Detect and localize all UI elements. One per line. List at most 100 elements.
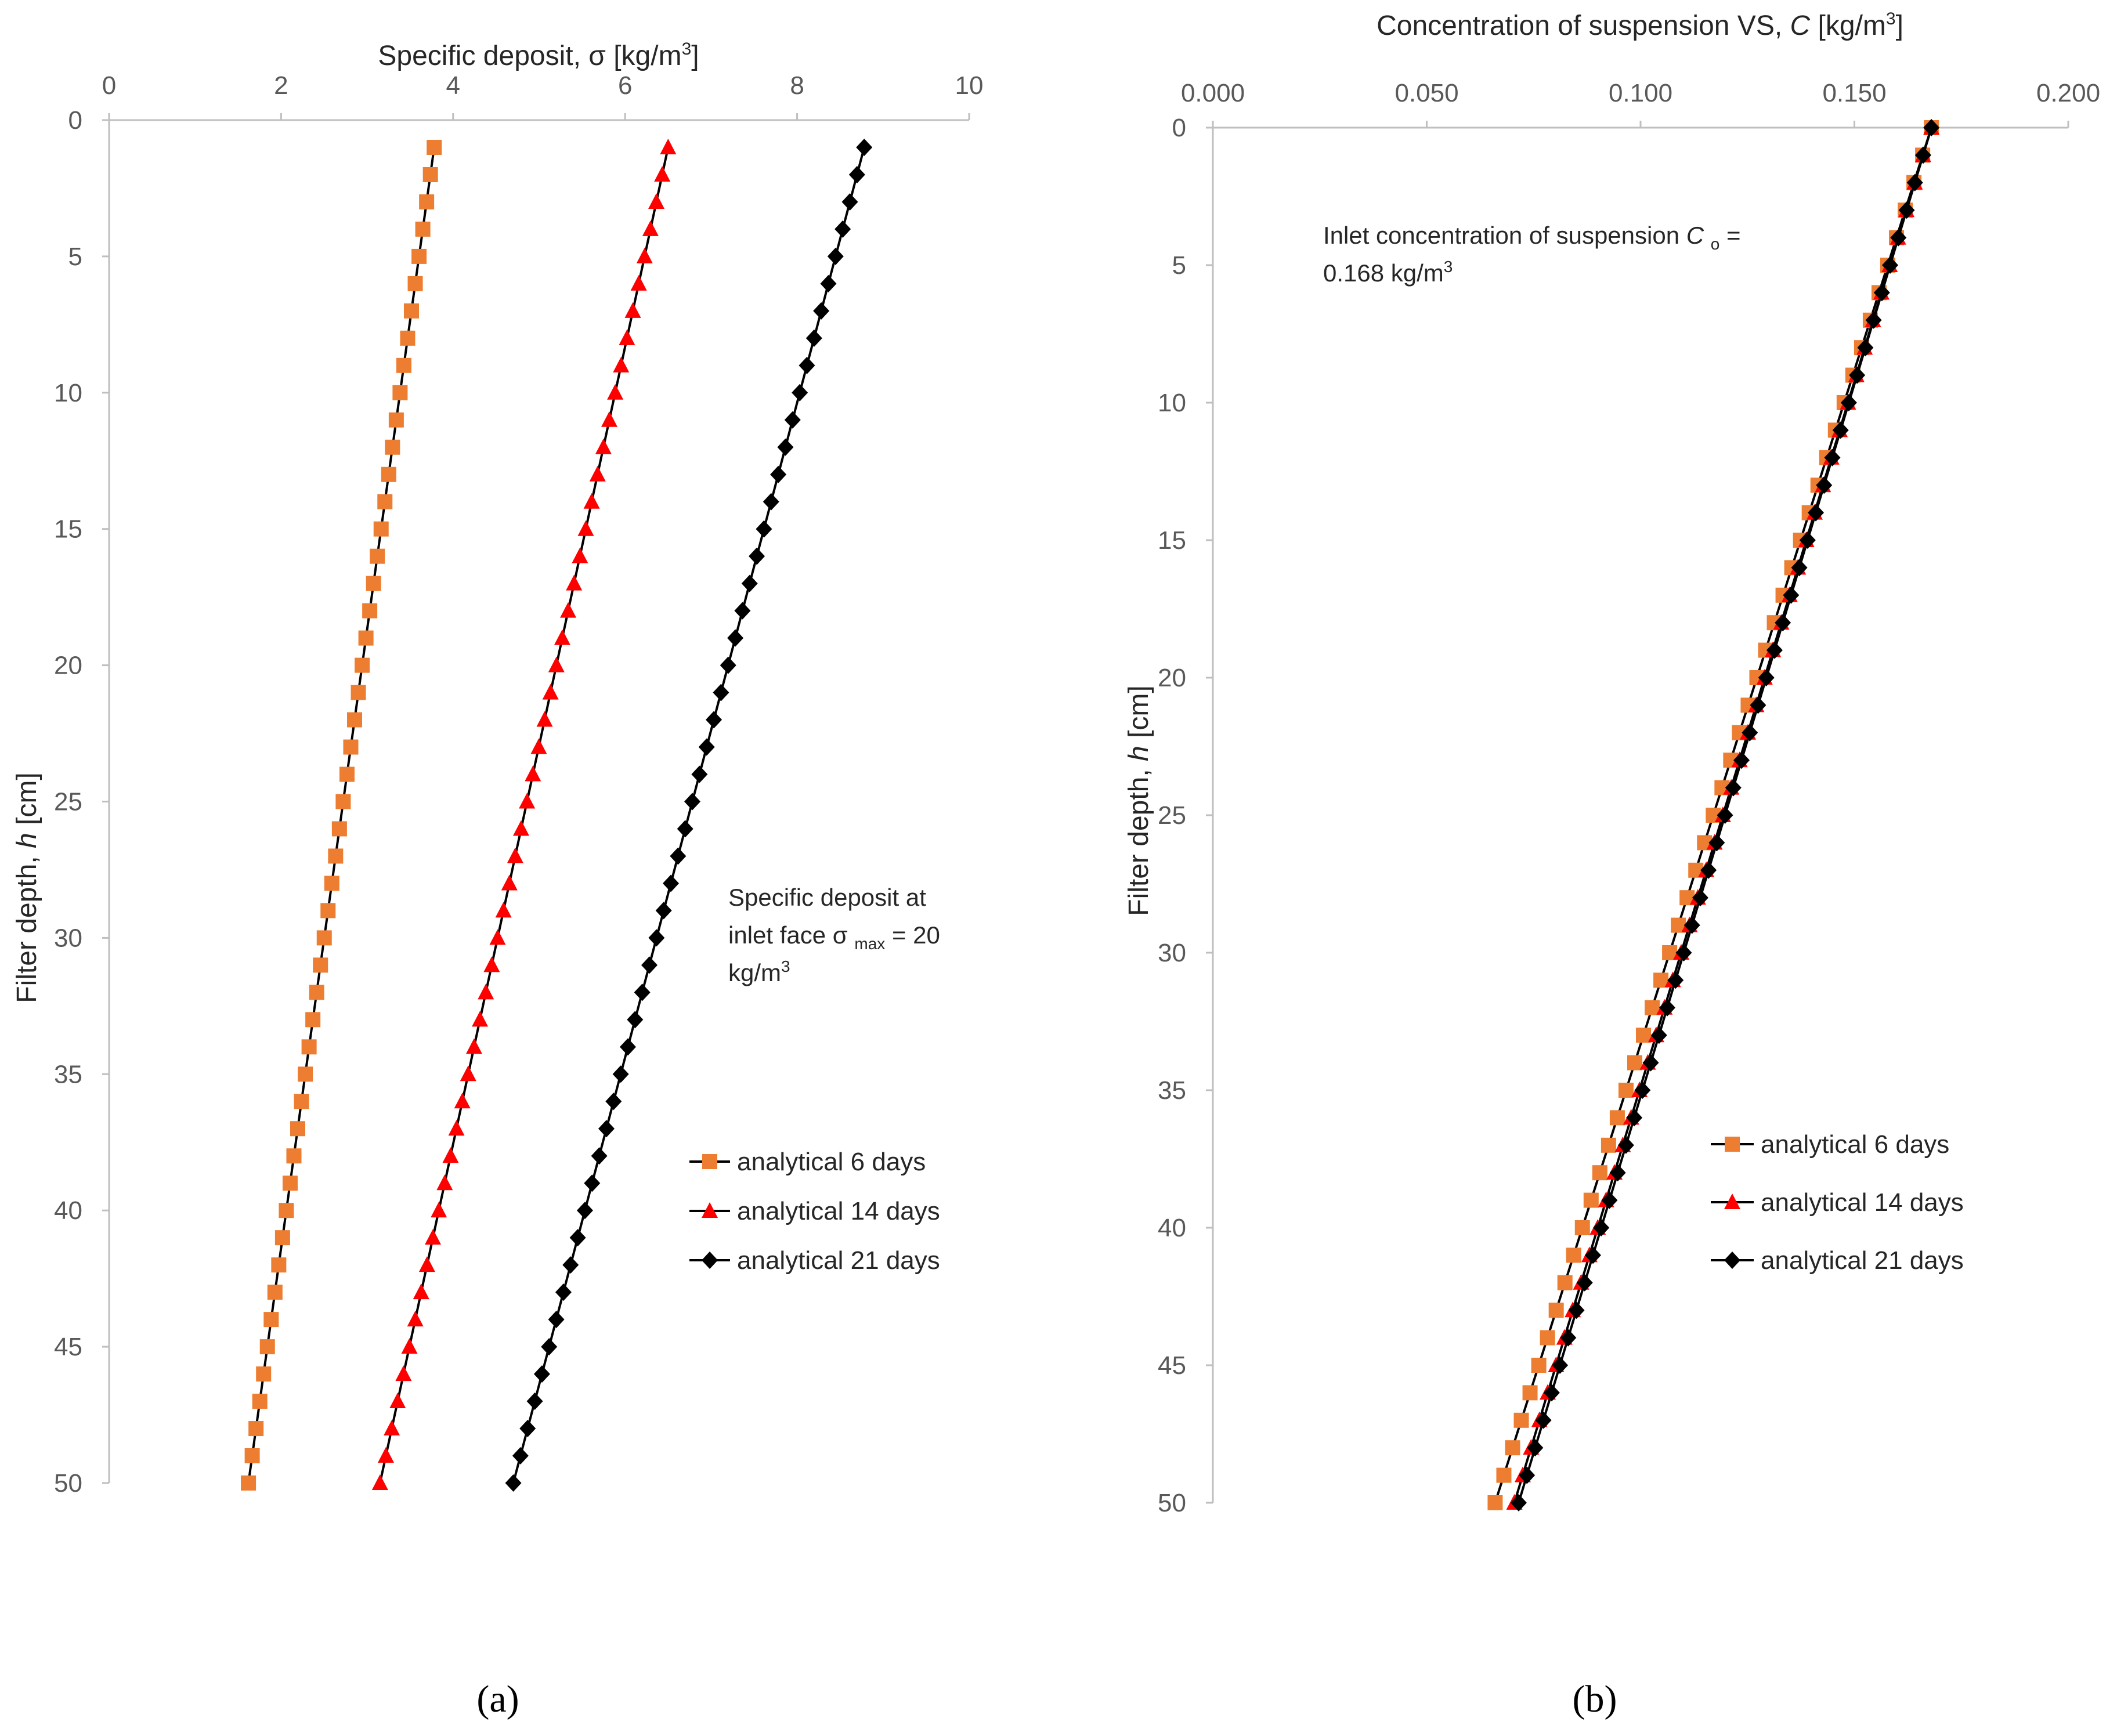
axes-a	[102, 113, 970, 1484]
data-point	[619, 329, 635, 345]
data-point	[478, 983, 494, 1000]
y-tick-label: 50	[1158, 1489, 1186, 1517]
data-point	[1601, 1191, 1618, 1209]
x-axis-title-b: Concentration of suspension VS, C [kg/m3…	[1377, 9, 1903, 41]
data-point	[1487, 1495, 1503, 1510]
data-point	[1513, 1412, 1529, 1428]
data-point	[1783, 586, 1800, 604]
x-tick-label: 4	[446, 71, 460, 100]
y-tick-label: 45	[54, 1333, 82, 1361]
data-point	[483, 956, 500, 972]
data-point	[244, 1448, 260, 1464]
data-point	[542, 683, 559, 700]
data-point	[274, 1230, 290, 1246]
chart-panel-b: Concentration of suspension VS, C [kg/m3…	[1123, 9, 2100, 1720]
data-point	[395, 1365, 412, 1381]
x-tick-label: 0.200	[2036, 79, 2100, 107]
y-tick-label: 5	[68, 243, 82, 271]
data-point	[1791, 559, 1808, 577]
data-point	[555, 1283, 572, 1301]
data-point	[1609, 1110, 1625, 1126]
y-tick-label: 15	[1158, 526, 1186, 555]
data-point	[328, 848, 344, 864]
data-point	[607, 384, 624, 400]
data-point	[820, 274, 837, 292]
data-point	[1717, 806, 1733, 824]
caption-b: (b)	[1573, 1678, 1617, 1720]
y-tick-label: 30	[1158, 939, 1186, 967]
data-point	[655, 902, 672, 920]
data-point	[589, 465, 606, 482]
data-point	[366, 576, 381, 591]
data-point	[401, 1338, 418, 1354]
data-point	[624, 302, 641, 318]
data-point	[648, 929, 665, 947]
data-point	[381, 466, 396, 482]
data-point	[385, 439, 400, 455]
data-point	[720, 656, 736, 674]
data-point	[1627, 1055, 1642, 1070]
y-tick-labels-a: 0 5 10 15 20 25 30 35 40 45 50	[54, 106, 82, 1498]
data-point	[290, 1121, 306, 1137]
data-point	[351, 685, 366, 700]
data-point	[648, 193, 665, 209]
data-point	[1890, 229, 1907, 247]
data-point	[419, 194, 435, 209]
data-point	[627, 1011, 644, 1029]
legend-label: analytical 6 days	[737, 1148, 926, 1176]
data-point	[1659, 999, 1675, 1017]
data-point	[834, 220, 851, 238]
data-point	[576, 1202, 593, 1220]
data-point	[339, 766, 355, 782]
data-point	[1684, 916, 1700, 934]
data-point	[407, 276, 423, 291]
y-tick-label: 0	[1172, 114, 1186, 142]
data-point	[1519, 1466, 1536, 1484]
data-point	[425, 1229, 442, 1245]
data-point	[1667, 971, 1684, 989]
data-point	[641, 956, 658, 974]
data-point	[749, 547, 765, 565]
data-point	[619, 1038, 636, 1056]
y-tick-label: 35	[1158, 1076, 1186, 1105]
data-point	[512, 820, 529, 836]
data-point	[271, 1257, 287, 1273]
data-point	[1505, 1440, 1520, 1456]
data-point	[324, 876, 339, 891]
data-point	[279, 1203, 294, 1218]
x-tick-label: 8	[790, 71, 804, 100]
y-tick-label: 45	[1158, 1351, 1186, 1380]
data-point	[548, 656, 565, 672]
data-point	[1799, 531, 1816, 549]
data-point	[1584, 1246, 1601, 1264]
data-point	[1496, 1467, 1512, 1483]
data-point	[1692, 889, 1708, 907]
data-point	[241, 1475, 257, 1491]
data-point	[489, 929, 506, 945]
data-point	[316, 930, 332, 946]
data-point	[713, 683, 729, 701]
y-tick-label: 25	[54, 788, 82, 816]
data-point	[1642, 1054, 1659, 1072]
data-point	[460, 1065, 476, 1082]
data-point	[654, 165, 671, 182]
legend-marker	[702, 1154, 717, 1169]
data-point	[1857, 339, 1874, 357]
data-point	[396, 357, 411, 373]
data-point	[663, 874, 680, 892]
data-point	[741, 574, 758, 592]
y-tick-label: 25	[1158, 801, 1186, 830]
annotation-a-sub: max	[854, 935, 885, 953]
x-tick-label: 0.100	[1609, 79, 1672, 107]
annotation-a-line2b: = 20	[892, 921, 940, 949]
data-point	[472, 1011, 489, 1027]
data-point	[1923, 119, 1940, 136]
data-point	[298, 1066, 313, 1082]
data-point	[392, 385, 408, 400]
data-point	[1650, 1026, 1667, 1044]
data-point	[1593, 1219, 1610, 1236]
data-point	[301, 1039, 317, 1055]
data-point	[1898, 201, 1915, 219]
data-point	[1849, 366, 1866, 384]
